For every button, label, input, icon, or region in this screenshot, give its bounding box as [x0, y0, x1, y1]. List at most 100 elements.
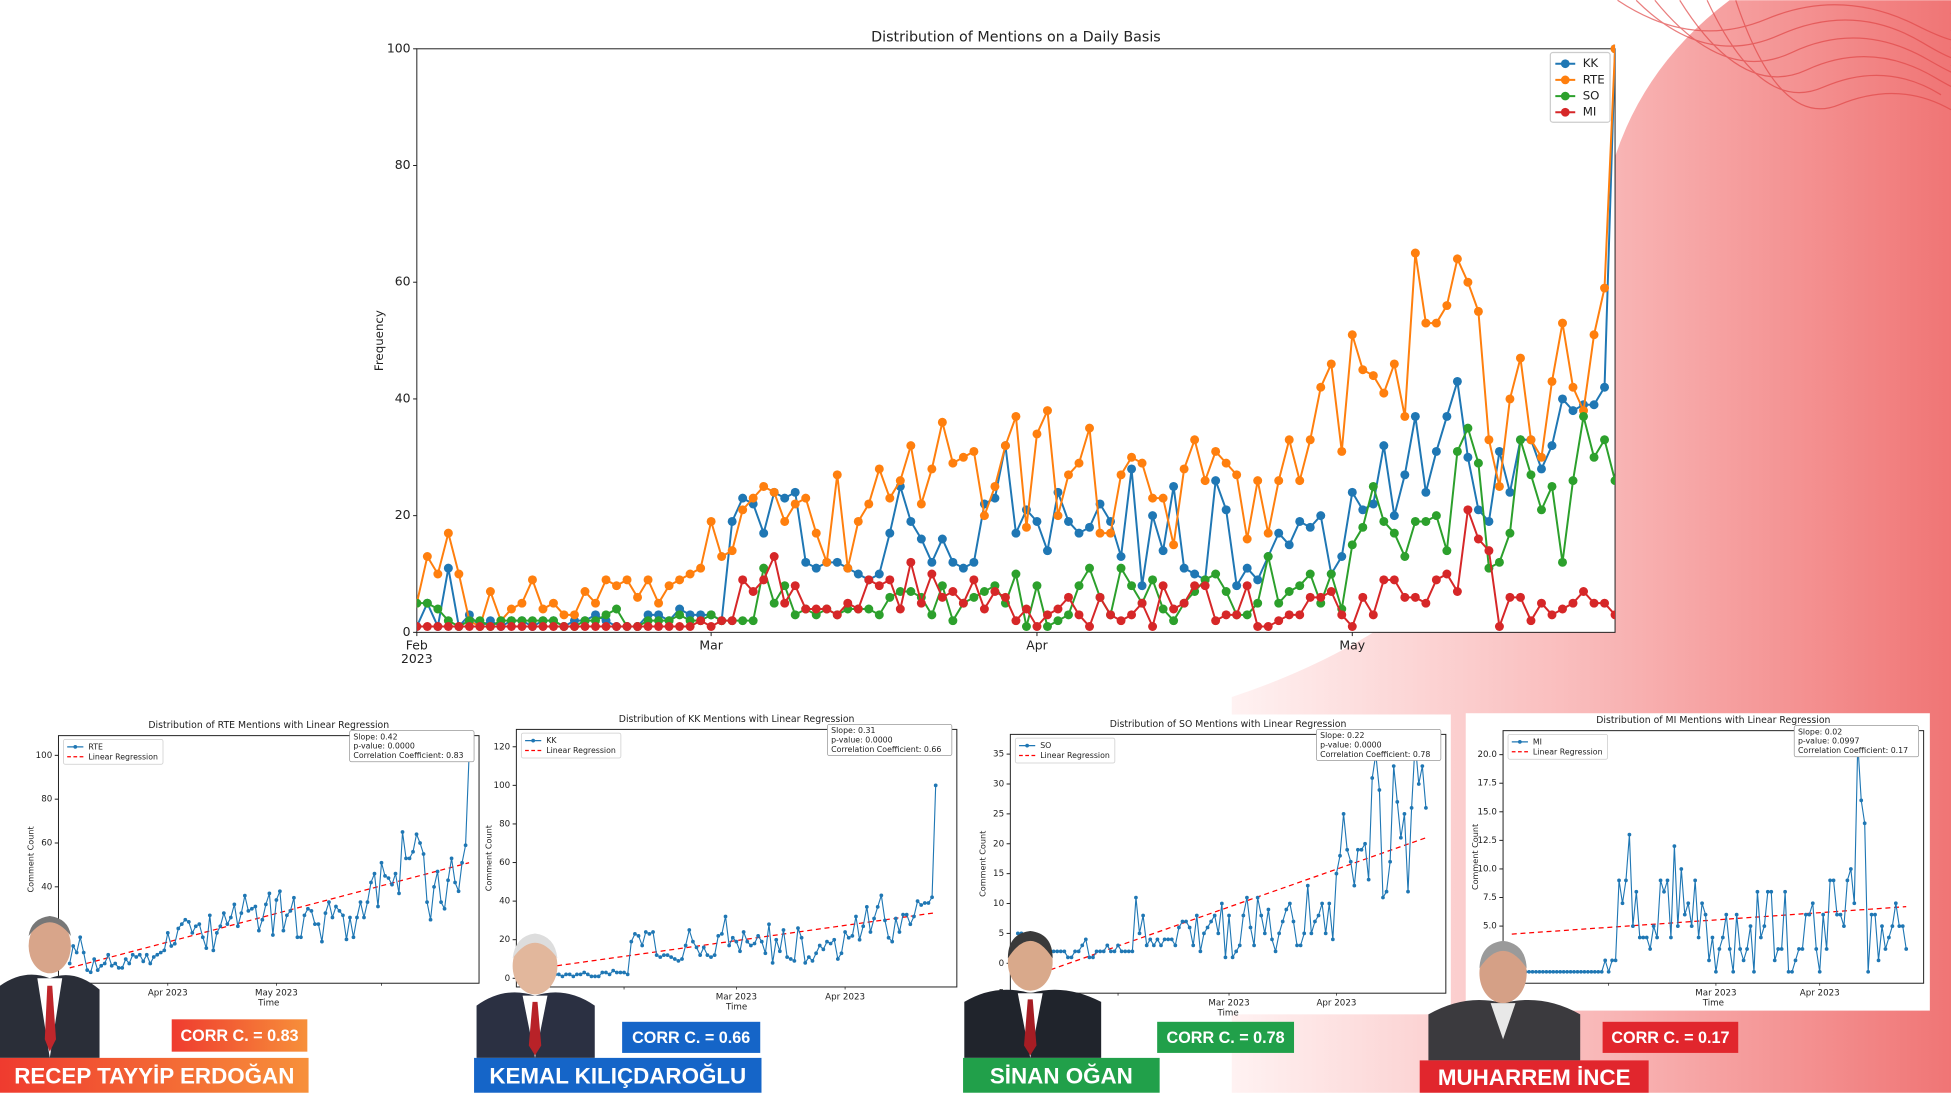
data-point: [698, 953, 703, 958]
data-point: [193, 924, 198, 929]
data-point: [654, 622, 664, 631]
data-point: [580, 622, 590, 631]
data-point: [752, 941, 757, 946]
data-point: [906, 557, 916, 567]
data-point: [281, 928, 286, 933]
data-point: [456, 889, 461, 894]
data-point: [1869, 912, 1874, 917]
data-point: [1800, 947, 1805, 951]
data-point: [676, 959, 681, 963]
candidate-name: KEMAL KILIÇDAROĞLU: [489, 1064, 746, 1089]
data-point: [1148, 511, 1158, 521]
data-point: [1259, 913, 1264, 918]
data-point: [1042, 406, 1052, 416]
data-point: [443, 622, 453, 631]
data-point: [1828, 878, 1832, 883]
y-tick-label: 100: [494, 781, 511, 791]
data-point: [1080, 943, 1085, 948]
data-point: [1291, 919, 1296, 924]
data-point: [781, 928, 786, 932]
plot-area: [416, 48, 1616, 633]
data-point: [969, 575, 979, 585]
data-point: [927, 569, 937, 579]
data-point: [1484, 516, 1494, 526]
data-point: [1074, 610, 1084, 620]
data-point: [1484, 546, 1494, 556]
data-point: [738, 949, 742, 954]
data-point: [1106, 610, 1116, 620]
data-point: [1305, 883, 1310, 888]
data-point: [116, 966, 121, 970]
data-point: [604, 970, 608, 975]
data-point: [1603, 958, 1608, 963]
data-point: [1400, 411, 1410, 421]
data-point: [796, 926, 800, 930]
data-point: [1098, 949, 1103, 954]
data-point: [148, 961, 153, 966]
y-tick-label: 80: [41, 795, 52, 805]
data-point: [622, 970, 626, 975]
data-point: [1526, 616, 1536, 626]
corr-label: CORR C. = 0.17: [1611, 1029, 1729, 1047]
data-point: [1309, 931, 1314, 936]
data-point: [1216, 931, 1221, 936]
data-point: [706, 622, 716, 631]
data-point: [895, 587, 905, 596]
data-point: [1473, 306, 1483, 316]
data-point: [218, 924, 223, 929]
data-point: [801, 604, 811, 614]
data-point: [853, 604, 863, 614]
data-point: [416, 598, 422, 608]
y-tick-label: 120: [494, 742, 511, 752]
data-point: [1568, 476, 1578, 486]
data-point: [1703, 912, 1708, 917]
legend-label: Linear Regression: [1533, 747, 1603, 756]
data-point: [1442, 301, 1452, 311]
data-point: [1859, 798, 1864, 803]
data-point: [811, 604, 821, 614]
data-point: [691, 939, 695, 944]
data-point: [633, 592, 643, 602]
data-point: [274, 898, 279, 902]
data-point: [696, 616, 706, 626]
data-point: [1526, 470, 1536, 480]
data-point: [517, 598, 527, 608]
data-point: [485, 587, 495, 596]
data-point: [1579, 587, 1588, 596]
data-point: [1069, 955, 1074, 960]
x-tick-label: Mar: [699, 638, 723, 653]
data-point: [1011, 528, 1021, 538]
data-point: [1368, 610, 1378, 620]
data-point: [453, 880, 457, 885]
legend-label: MI: [1583, 105, 1597, 119]
data-point: [1536, 505, 1546, 515]
data-point: [288, 909, 293, 913]
data-point: [741, 930, 746, 934]
data-point: [803, 960, 808, 965]
data-point: [969, 446, 979, 456]
data-point: [1505, 487, 1515, 497]
y-axis-label: Comment Count: [483, 825, 493, 891]
y-tick-label: 20.0: [1478, 750, 1497, 760]
data-point: [433, 622, 443, 631]
data-point: [1205, 925, 1210, 930]
data-point: [825, 939, 829, 944]
data-point: [264, 902, 268, 907]
data-point: [1544, 969, 1549, 974]
annotation-box: [827, 724, 953, 756]
data-point: [1221, 505, 1231, 515]
data-point: [383, 873, 387, 878]
data-point: [1116, 552, 1126, 561]
data-point: [780, 581, 790, 591]
data-point: [1169, 937, 1174, 942]
data-point: [685, 622, 695, 631]
data-point: [517, 622, 527, 631]
data-point: [435, 869, 440, 874]
data-point: [246, 909, 251, 913]
data-point: [1366, 877, 1371, 882]
data-point: [564, 972, 568, 977]
data-point: [1505, 592, 1515, 602]
data-point: [1389, 511, 1399, 521]
annotation-text: p-value: 0.0000: [831, 735, 893, 744]
regression-line: [69, 862, 470, 969]
